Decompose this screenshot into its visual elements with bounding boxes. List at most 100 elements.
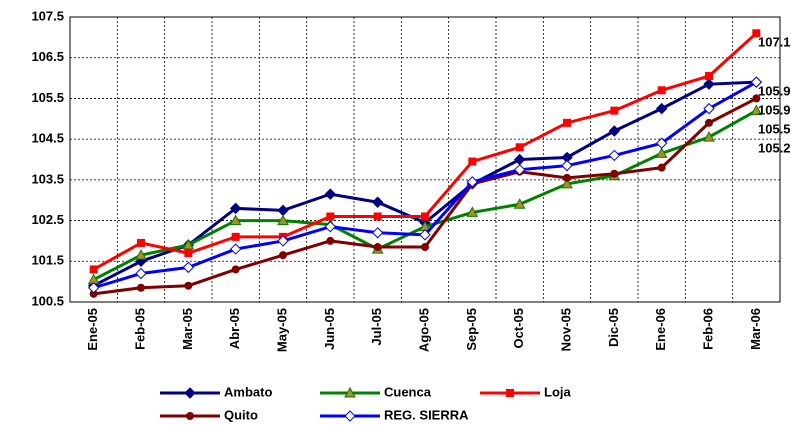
x-tick-label: Oct-05	[511, 308, 526, 348]
y-tick-label: 105.5	[31, 90, 64, 105]
marker	[705, 72, 713, 81]
value-label: 105.9	[758, 103, 791, 118]
x-tick-label: Dic-05	[606, 308, 621, 347]
legend-label: Cuenca	[384, 384, 432, 399]
y-tick-label: 107.5	[31, 8, 64, 23]
x-tick-label: Ago-05	[416, 308, 431, 352]
marker	[324, 220, 337, 233]
marker	[137, 283, 145, 292]
marker	[752, 94, 761, 103]
x-tick-label: Ene-05	[85, 308, 100, 351]
y-tick-label: 106.5	[31, 49, 64, 64]
marker	[608, 125, 621, 137]
x-tick-label: Feb-05	[132, 308, 147, 350]
marker	[182, 261, 195, 274]
marker	[610, 169, 619, 178]
marker	[229, 243, 242, 255]
x-tick-label: Mar-06	[748, 308, 763, 350]
marker	[703, 78, 715, 90]
legend-label: Quito	[224, 407, 258, 422]
marker	[184, 249, 193, 258]
value-label: 105.5	[758, 122, 791, 137]
marker	[750, 104, 763, 116]
marker	[561, 159, 573, 172]
marker	[324, 188, 337, 200]
series-line	[92, 80, 757, 288]
marker	[421, 212, 429, 221]
marker	[231, 232, 240, 241]
marker	[657, 86, 666, 95]
y-tick-label: 104.5	[31, 131, 64, 146]
marker	[326, 212, 335, 221]
series-line	[93, 80, 758, 290]
marker	[513, 153, 526, 166]
y-tick-label: 101.5	[31, 253, 64, 268]
y-tick-label: 102.5	[31, 212, 64, 227]
series-line	[92, 109, 758, 281]
marker	[563, 173, 571, 182]
value-label: 105.9	[758, 84, 791, 99]
marker	[466, 206, 479, 217]
value-label: 105.2	[758, 141, 791, 156]
x-tick-label: Jun-05	[322, 308, 337, 350]
marker	[703, 102, 715, 115]
marker	[231, 265, 240, 274]
marker	[608, 149, 621, 162]
marker	[561, 177, 573, 189]
x-tick-label: Feb-06	[700, 308, 715, 350]
marker	[655, 102, 668, 115]
legend-label: Ambato	[224, 384, 272, 399]
marker	[421, 243, 429, 252]
marker	[135, 267, 147, 280]
marker	[277, 204, 289, 217]
marker	[655, 137, 668, 149]
marker	[184, 387, 196, 399]
legend-label: Loja	[544, 384, 571, 399]
x-tick-label: May-05	[274, 308, 289, 352]
marker	[135, 249, 147, 260]
marker	[371, 196, 384, 208]
marker	[229, 202, 242, 215]
marker	[610, 106, 619, 115]
x-tick-label: Nov-05	[558, 308, 573, 351]
marker	[229, 214, 242, 226]
marker	[344, 386, 356, 398]
y-tick-label: 100.5	[31, 293, 64, 308]
marker	[186, 412, 194, 420]
marker	[655, 147, 668, 158]
x-tick-label: Ene-06	[653, 308, 668, 351]
marker	[373, 212, 382, 221]
marker	[705, 118, 713, 127]
marker	[515, 143, 524, 152]
marker	[752, 29, 761, 38]
x-tick-label: Abr-05	[227, 308, 242, 349]
marker	[277, 214, 289, 226]
marker	[513, 198, 526, 209]
marker	[371, 227, 384, 239]
marker	[513, 163, 526, 176]
x-tick-label: Jul-05	[369, 308, 384, 346]
x-tick-label: Mar-05	[180, 308, 195, 350]
marker	[466, 176, 479, 188]
marker	[89, 265, 98, 274]
marker	[89, 289, 98, 298]
marker	[703, 131, 715, 142]
marker	[657, 163, 666, 172]
legend-label: REG. SIERRA	[384, 407, 469, 422]
marker	[419, 229, 431, 241]
marker	[563, 118, 571, 127]
marker	[87, 282, 100, 294]
x-tick-label: Sep-05	[464, 308, 479, 351]
marker	[137, 238, 145, 247]
marker	[750, 76, 763, 88]
marker	[326, 236, 335, 245]
marker	[182, 238, 195, 250]
marker	[277, 235, 289, 247]
marker	[373, 243, 382, 252]
marker	[279, 251, 287, 260]
value-label: 107.1	[758, 35, 791, 50]
marker	[184, 281, 193, 290]
marker	[468, 157, 477, 166]
marker	[506, 389, 514, 397]
